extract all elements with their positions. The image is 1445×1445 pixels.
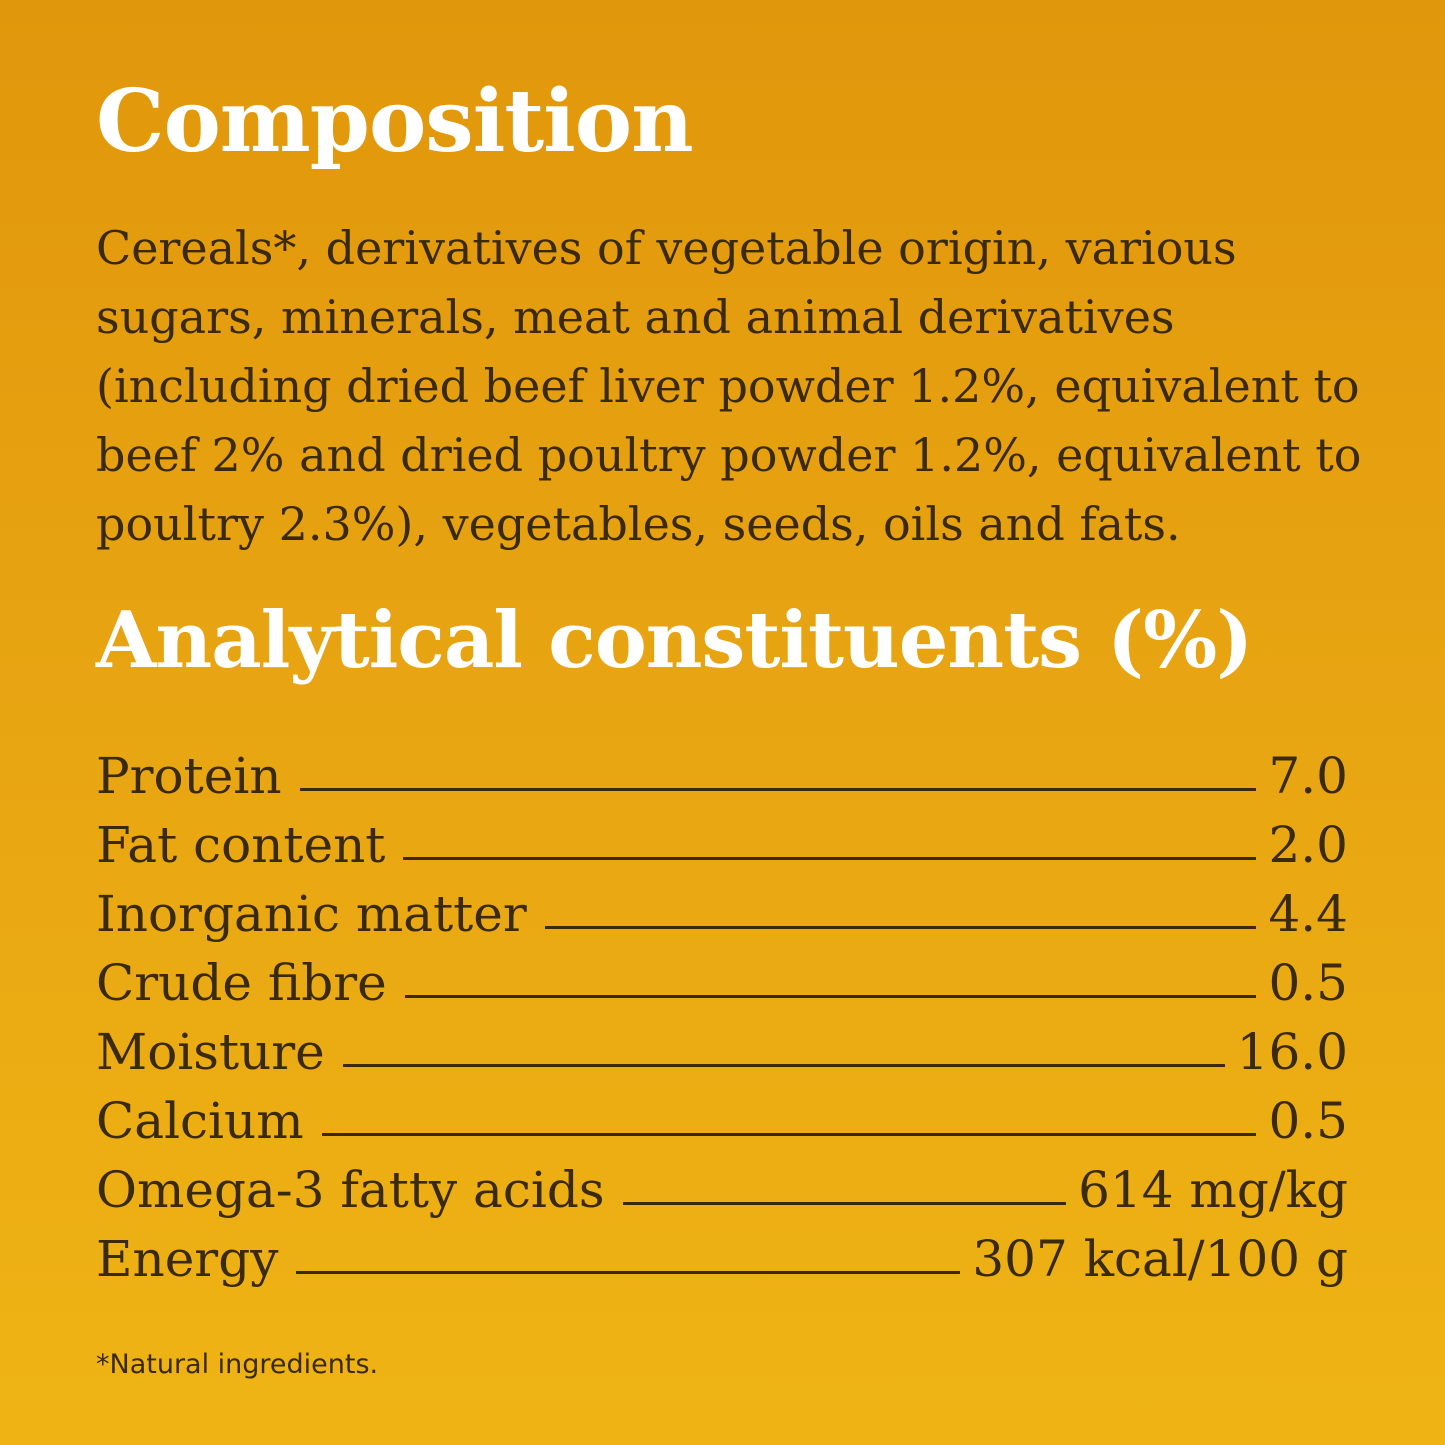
leader-line [544, 926, 1257, 929]
footnote: *Natural ingredients. [96, 1349, 379, 1380]
analytical-constituents-heading: Analytical constituents (%) [96, 595, 1253, 686]
constituent-row-protein: Protein 7.0 [96, 735, 1348, 804]
constituent-value: 16.0 [1236, 1023, 1348, 1081]
constituent-label: Calcium [96, 1092, 304, 1150]
constituent-row-calcium: Calcium 0.5 [96, 1080, 1348, 1149]
composition-text: Cereals*, derivatives of vegetable origi… [96, 221, 1362, 551]
constituent-value: 0.5 [1268, 1092, 1348, 1150]
constituent-value: 4.4 [1268, 885, 1348, 943]
composition-heading: Composition [96, 71, 694, 172]
constituent-row-omega-3: Omega-3 fatty acids 614 mg/kg [96, 1149, 1348, 1218]
leader-line [321, 1133, 1257, 1136]
constituent-row-inorganic-matter: Inorganic matter 4.4 [96, 873, 1348, 942]
constituent-value: 2.0 [1268, 816, 1348, 874]
constituent-value: 614 mg/kg [1078, 1161, 1348, 1219]
constituent-row-energy: Energy 307 kcal/100 g [96, 1218, 1348, 1287]
constituent-row-moisture: Moisture 16.0 [96, 1011, 1348, 1080]
constituent-label: Moisture [96, 1023, 325, 1081]
constituents-list: Protein 7.0 Fat content 2.0 Inorganic ma… [96, 735, 1348, 1287]
constituent-value: 0.5 [1268, 954, 1348, 1012]
constituent-row-crude-fibre: Crude fibre 0.5 [96, 942, 1348, 1011]
constituent-row-fat-content: Fat content 2.0 [96, 804, 1348, 873]
leader-line [342, 1064, 1225, 1067]
leader-line [299, 788, 1257, 791]
constituent-label: Energy [96, 1230, 279, 1288]
constituent-label: Fat content [96, 816, 386, 874]
leader-line [622, 1202, 1067, 1205]
constituent-value: 307 kcal/100 g [972, 1230, 1348, 1288]
constituent-label: Inorganic matter [96, 885, 527, 943]
constituent-label: Crude fibre [96, 954, 387, 1012]
constituent-value: 7.0 [1268, 747, 1348, 805]
constituent-label: Protein [96, 747, 282, 805]
leader-line [403, 857, 1257, 860]
leader-line [404, 995, 1257, 998]
leader-line [296, 1271, 961, 1274]
constituent-label: Omega-3 fatty acids [96, 1161, 605, 1219]
